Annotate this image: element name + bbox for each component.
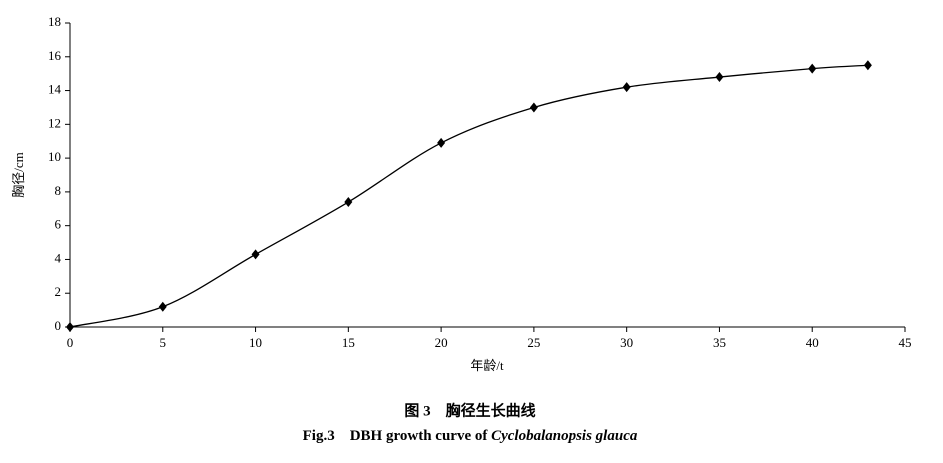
growth-curve (69, 64, 868, 328)
y-tick-label: 6 (55, 217, 62, 232)
caption-en-text: Fig.3 DBH growth curve of (303, 428, 489, 444)
y-tick-label: 0 (55, 318, 62, 333)
x-tick-label: 45 (899, 335, 912, 350)
y-tick-label: 12 (48, 115, 61, 130)
data-point (529, 102, 538, 113)
y-tick-label: 14 (48, 82, 62, 97)
data-point (344, 197, 353, 208)
data-point (251, 249, 260, 260)
x-tick-label: 35 (713, 335, 726, 350)
x-tick-label: 25 (527, 335, 540, 350)
y-tick-label: 18 (48, 14, 61, 29)
x-tick-label: 30 (620, 335, 633, 350)
data-point (715, 72, 724, 83)
data-point (66, 322, 74, 332)
caption-en: Fig.3 DBH growth curve of Cyclobalanopsi… (303, 428, 638, 444)
data-point (863, 60, 872, 71)
y-tick-label: 16 (48, 48, 62, 63)
data-point (808, 63, 817, 74)
x-tick-label: 10 (249, 335, 262, 350)
y-tick-label: 2 (55, 284, 62, 299)
y-axis-label: 胸径/cm (11, 152, 26, 198)
x-axis-label: 年龄/t (470, 358, 504, 373)
x-tick-label: 5 (160, 335, 167, 350)
y-tick-label: 10 (48, 149, 61, 164)
y-tick-label: 8 (55, 183, 62, 198)
data-point (437, 137, 446, 148)
x-tick-label: 0 (67, 335, 74, 350)
x-tick-label: 40 (806, 335, 819, 350)
data-point (622, 82, 631, 93)
x-tick-label: 15 (342, 335, 355, 350)
caption-species: Cyclobalanopsis glauca (491, 428, 638, 444)
caption-cn: 图 3 胸径生长曲线 (404, 401, 535, 419)
y-tick-label: 4 (55, 250, 62, 265)
x-tick-label: 20 (435, 335, 448, 350)
data-point (158, 301, 167, 312)
